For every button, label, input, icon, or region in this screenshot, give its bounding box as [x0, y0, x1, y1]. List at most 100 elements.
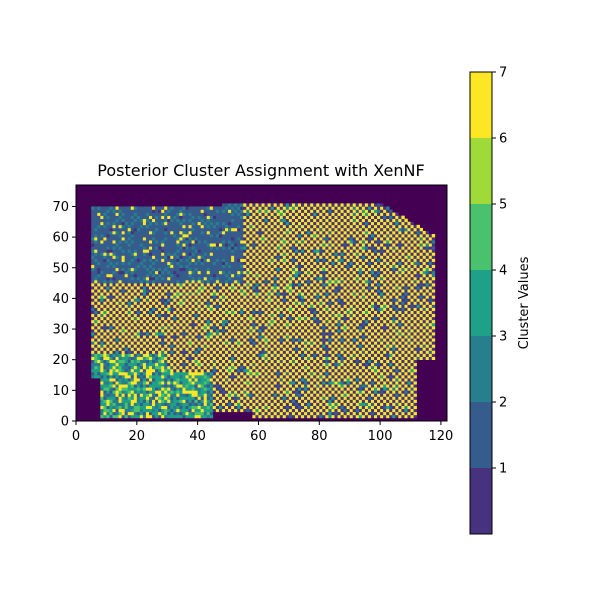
heatmap-cell: [297, 335, 302, 339]
heatmap-cell: [364, 362, 369, 367]
heatmap-cell: [276, 353, 281, 357]
heatmap-cell: [103, 292, 107, 296]
heatmap-cell: [164, 344, 168, 348]
heatmap-cell: [246, 292, 250, 296]
heatmap-cell: [237, 353, 241, 357]
heatmap-cell: [340, 316, 344, 321]
heatmap-cell: [316, 405, 320, 410]
heatmap-cell: [142, 396, 147, 400]
heatmap-cell: [422, 307, 427, 311]
heatmap-cell: [167, 298, 171, 302]
heatmap-cell: [231, 344, 235, 348]
heatmap-cell: [361, 335, 366, 339]
heatmap-cell: [358, 335, 363, 339]
heatmap-cell: [316, 408, 320, 413]
heatmap-cell: [194, 304, 198, 308]
heatmap-cell: [218, 344, 223, 348]
heatmap-cell: [291, 411, 296, 416]
heatmap-cell: [218, 292, 223, 296]
heatmap-cell: [218, 371, 223, 376]
heatmap-cell: [395, 402, 399, 406]
heatmap-cell: [203, 292, 208, 296]
heatmap-cell: [270, 368, 274, 373]
heatmap-cell: [425, 341, 430, 345]
heatmap-cell: [188, 298, 192, 302]
heatmap-cell: [182, 350, 186, 354]
heatmap-cell: [374, 393, 378, 397]
heatmap-cell: [148, 338, 153, 342]
heatmap-cell: [252, 301, 256, 305]
heatmap-cell: [252, 356, 256, 360]
heatmap-cell: [285, 405, 290, 410]
heatmap-cell: [197, 396, 201, 400]
heatmap-cell: [291, 408, 296, 413]
heatmap-cell: [361, 405, 366, 410]
heatmap-cell: [380, 289, 384, 293]
heatmap-cell: [319, 316, 323, 321]
heatmap-cell: [164, 381, 168, 385]
heatmap-cell: [383, 341, 387, 345]
heatmap-cell: [404, 286, 408, 290]
heatmap-cell: [334, 402, 338, 406]
heatmap-cell: [279, 332, 284, 336]
heatmap-cell: [197, 390, 201, 394]
heatmap-cell: [209, 371, 214, 376]
heatmap-cell: [325, 375, 329, 379]
heatmap-cell: [282, 304, 287, 308]
heatmap-cell: [176, 368, 180, 373]
heatmap-cell: [155, 332, 159, 336]
heatmap-cell: [294, 353, 299, 357]
heatmap-cell: [358, 295, 363, 299]
heatmap-cell: [304, 353, 308, 357]
heatmap-cell: [106, 338, 110, 342]
heatmap-cell: [276, 289, 281, 293]
heatmap-cell: [109, 405, 113, 410]
heatmap-cell: [182, 375, 186, 379]
heatmap-cell: [139, 368, 144, 373]
heatmap-cell: [170, 295, 174, 299]
heatmap-cell: [112, 280, 116, 284]
heatmap-cell: [273, 301, 277, 305]
heatmap-cell: [355, 353, 360, 357]
heatmap-cell: [106, 411, 110, 416]
heatmap-cell: [182, 304, 186, 308]
heatmap-cell: [380, 304, 384, 308]
heatmap-cell: [100, 310, 104, 315]
heatmap-cell: [112, 304, 116, 308]
heatmap-cell: [215, 298, 220, 302]
heatmap-cell: [319, 362, 323, 367]
heatmap-cell: [170, 307, 174, 311]
heatmap-cell: [197, 298, 201, 302]
heatmap-cell: [255, 307, 259, 311]
heatmap-cell: [252, 378, 256, 382]
heatmap-cell: [152, 344, 156, 348]
heatmap-cell: [380, 408, 384, 413]
heatmap-cell: [264, 301, 268, 305]
heatmap-cell: [133, 399, 138, 403]
heatmap-cell: [431, 319, 436, 324]
heatmap-cell: [304, 387, 308, 391]
heatmap-cell: [377, 289, 381, 293]
heatmap-cell: [340, 353, 344, 357]
heatmap-cell: [161, 378, 165, 382]
heatmap-cell: [401, 316, 405, 321]
heatmap-cell: [112, 359, 116, 364]
heatmap-cell: [152, 283, 156, 287]
heatmap-cell: [404, 347, 408, 351]
heatmap-cell: [176, 319, 180, 324]
heatmap-cell: [182, 341, 186, 345]
heatmap-cell: [249, 399, 253, 403]
heatmap-cell: [130, 298, 135, 302]
heatmap-cell: [200, 310, 205, 315]
heatmap-cell: [212, 350, 217, 354]
heatmap-cell: [319, 384, 323, 388]
heatmap-cell: [349, 295, 354, 299]
heatmap-cell: [301, 329, 305, 333]
heatmap-cell: [386, 344, 390, 348]
heatmap-cell: [270, 338, 274, 342]
heatmap-cell: [386, 371, 390, 376]
heatmap-cell: [307, 316, 311, 321]
heatmap-cell: [331, 350, 335, 354]
heatmap-cell: [170, 405, 174, 410]
heatmap-cell: [215, 381, 220, 385]
